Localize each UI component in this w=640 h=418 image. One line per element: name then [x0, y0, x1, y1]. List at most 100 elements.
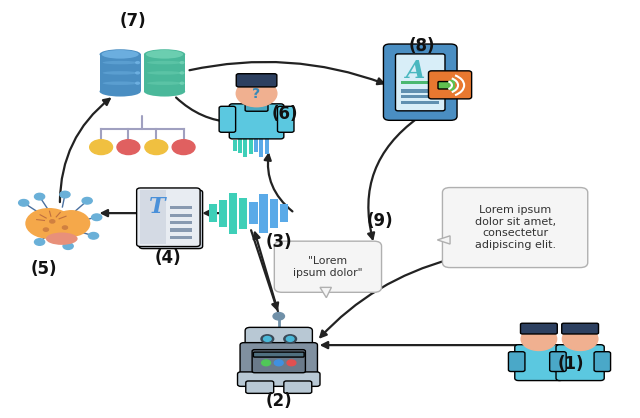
Circle shape: [92, 214, 102, 221]
Text: (1): (1): [557, 354, 584, 373]
Bar: [170, 221, 193, 224]
Polygon shape: [437, 236, 450, 244]
Ellipse shape: [147, 61, 182, 64]
Text: A: A: [406, 59, 425, 83]
FancyBboxPatch shape: [442, 188, 588, 268]
Circle shape: [63, 226, 67, 229]
Circle shape: [88, 232, 99, 239]
FancyBboxPatch shape: [562, 323, 598, 334]
Circle shape: [179, 61, 184, 64]
Circle shape: [261, 335, 274, 343]
Bar: [254, 138, 258, 152]
FancyBboxPatch shape: [219, 106, 236, 132]
Ellipse shape: [46, 232, 77, 245]
Polygon shape: [320, 287, 332, 298]
Bar: [209, 204, 217, 222]
Circle shape: [44, 228, 49, 231]
Text: (4): (4): [154, 250, 181, 268]
FancyBboxPatch shape: [508, 352, 525, 372]
Ellipse shape: [102, 82, 138, 85]
Text: ?: ?: [253, 87, 260, 100]
Circle shape: [60, 191, 70, 198]
FancyBboxPatch shape: [245, 327, 312, 350]
FancyBboxPatch shape: [594, 352, 611, 372]
Bar: [219, 200, 227, 227]
Circle shape: [179, 71, 184, 74]
Bar: [239, 198, 247, 229]
FancyBboxPatch shape: [137, 188, 200, 247]
Circle shape: [19, 199, 29, 206]
Polygon shape: [448, 78, 455, 93]
Bar: [229, 193, 237, 234]
FancyBboxPatch shape: [429, 71, 472, 99]
Bar: [144, 54, 185, 92]
FancyBboxPatch shape: [229, 104, 284, 139]
FancyBboxPatch shape: [252, 349, 305, 373]
FancyBboxPatch shape: [237, 372, 320, 386]
Ellipse shape: [100, 49, 141, 59]
FancyBboxPatch shape: [556, 345, 604, 380]
FancyBboxPatch shape: [520, 323, 557, 334]
Bar: [269, 199, 278, 227]
FancyBboxPatch shape: [278, 106, 294, 132]
Circle shape: [35, 239, 45, 245]
Ellipse shape: [146, 50, 183, 59]
Bar: [100, 54, 141, 92]
Bar: [401, 95, 439, 99]
Circle shape: [35, 194, 45, 200]
Circle shape: [172, 140, 195, 155]
Circle shape: [145, 140, 168, 155]
Bar: [401, 89, 439, 93]
Circle shape: [135, 71, 140, 74]
Circle shape: [275, 360, 284, 366]
Ellipse shape: [26, 208, 73, 239]
FancyBboxPatch shape: [240, 343, 317, 379]
Circle shape: [50, 220, 55, 223]
FancyBboxPatch shape: [515, 345, 563, 380]
FancyBboxPatch shape: [245, 99, 268, 111]
Text: (8): (8): [408, 37, 435, 55]
Bar: [401, 101, 439, 104]
Bar: [170, 206, 193, 209]
Ellipse shape: [147, 71, 182, 75]
Bar: [259, 133, 263, 157]
FancyBboxPatch shape: [553, 352, 570, 372]
FancyBboxPatch shape: [438, 82, 449, 89]
Bar: [249, 202, 257, 224]
Circle shape: [179, 82, 184, 85]
Bar: [140, 191, 166, 244]
Circle shape: [135, 61, 140, 64]
FancyBboxPatch shape: [139, 190, 203, 249]
Circle shape: [273, 313, 284, 320]
Circle shape: [63, 243, 73, 250]
Circle shape: [117, 140, 140, 155]
Bar: [401, 81, 436, 84]
Circle shape: [262, 360, 271, 366]
FancyBboxPatch shape: [383, 44, 457, 120]
Circle shape: [287, 360, 296, 366]
Ellipse shape: [417, 48, 424, 52]
Text: (6): (6): [272, 105, 298, 123]
Bar: [170, 228, 193, 232]
Circle shape: [264, 336, 271, 342]
Ellipse shape: [52, 210, 90, 237]
Bar: [233, 140, 237, 150]
Ellipse shape: [147, 82, 182, 85]
FancyBboxPatch shape: [550, 352, 566, 372]
Circle shape: [90, 140, 113, 155]
Bar: [265, 136, 269, 154]
Bar: [170, 236, 193, 239]
FancyBboxPatch shape: [236, 74, 277, 87]
Ellipse shape: [144, 49, 185, 59]
Bar: [249, 136, 253, 154]
Text: "Lorem
ipsum dolor": "Lorem ipsum dolor": [293, 256, 363, 278]
FancyBboxPatch shape: [396, 54, 445, 111]
FancyBboxPatch shape: [253, 352, 304, 357]
Circle shape: [284, 335, 296, 343]
Text: (7): (7): [120, 13, 146, 31]
FancyBboxPatch shape: [246, 381, 274, 393]
Ellipse shape: [102, 50, 139, 59]
Ellipse shape: [144, 87, 185, 97]
Bar: [238, 137, 242, 153]
Bar: [170, 214, 193, 217]
